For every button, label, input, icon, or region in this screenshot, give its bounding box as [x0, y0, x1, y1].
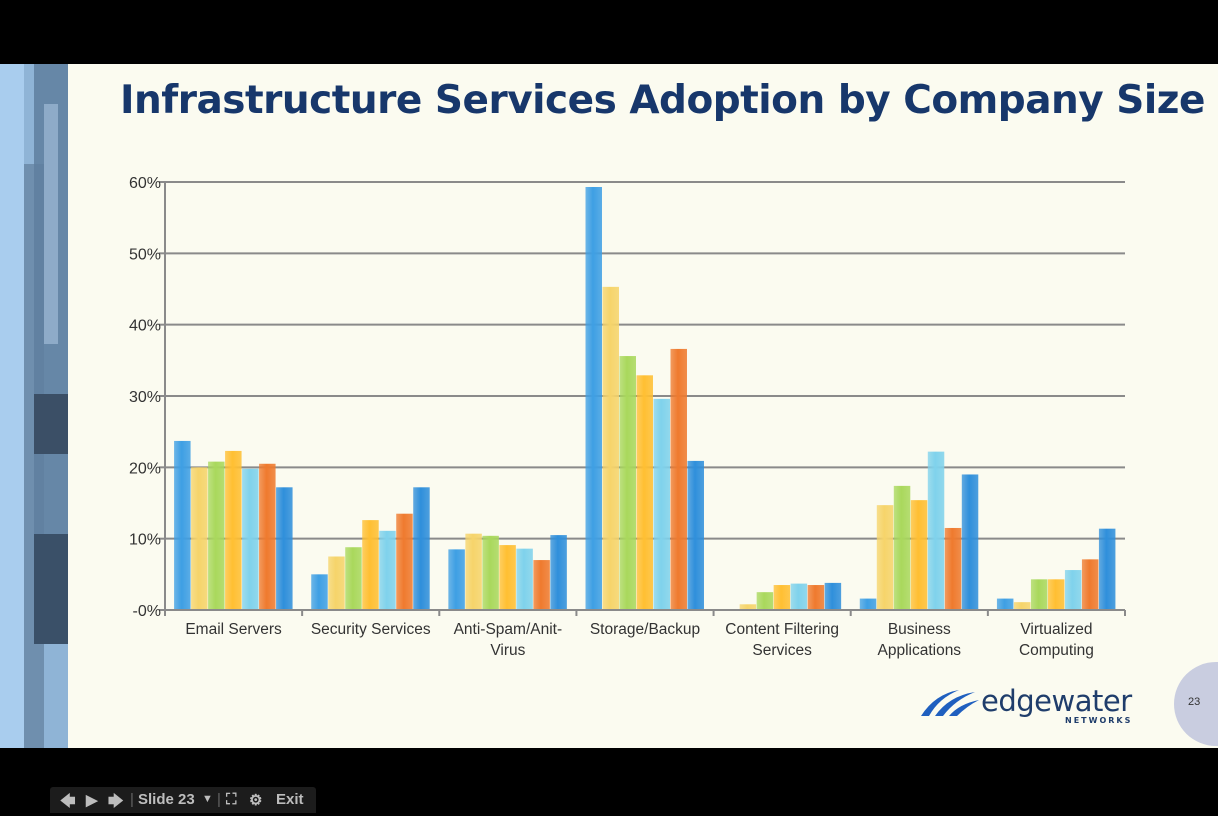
- slide-number-menu[interactable]: Slide 23: [138, 791, 195, 808]
- arrow-right-icon[interactable]: 🡆: [108, 793, 124, 810]
- x-category-label: Computing: [1019, 642, 1094, 659]
- bar-size-7: [961, 474, 979, 610]
- edgewater-logo: edgewater NETWORKS: [915, 682, 1155, 728]
- bar-size-1: [311, 574, 328, 610]
- play-icon[interactable]: ▶: [86, 792, 98, 809]
- bar-size-2: [465, 533, 482, 610]
- bar-size-1: [859, 598, 877, 610]
- bar-size-7: [276, 487, 293, 610]
- bar-size-3: [893, 485, 911, 610]
- bar-size-4: [910, 500, 928, 610]
- x-category-label: Content Filtering: [725, 621, 839, 638]
- slide-number-badge: 23: [1174, 662, 1218, 746]
- bar-size-3: [208, 461, 225, 610]
- decorative-photo-strip: [0, 64, 68, 748]
- bar-size-3: [345, 547, 362, 610]
- bar-size-1: [585, 186, 602, 610]
- bar-size-7: [550, 535, 567, 610]
- bar-size-6: [807, 585, 825, 610]
- y-tick-label: -0%: [133, 603, 161, 620]
- bar-size-5: [653, 398, 670, 610]
- bar-size-3: [756, 592, 774, 610]
- gear-icon[interactable]: ⚙: [249, 792, 263, 809]
- caret-down-icon[interactable]: ▼: [202, 793, 213, 805]
- bar-size-1: [174, 440, 191, 610]
- edgewater-swoosh-icon: [921, 690, 979, 716]
- bar-chart: 60% 50% 40% 30% 20% 10% -0% Email Servers Securi…: [129, 175, 1126, 659]
- bar-size-5: [516, 548, 533, 610]
- bar-size-4: [225, 450, 242, 610]
- bar-size-1: [448, 549, 465, 610]
- slide-number: 23: [1188, 696, 1201, 708]
- bar-size-7: [1098, 528, 1116, 610]
- x-category-label: Virus: [490, 642, 525, 659]
- bar-size-2: [1013, 602, 1031, 610]
- bar-size-2: [191, 467, 208, 610]
- bar-size-3: [619, 356, 636, 610]
- bar-size-7: [413, 487, 430, 610]
- y-tick-label: 40%: [129, 318, 161, 335]
- bar-size-2: [602, 286, 619, 610]
- bar-size-3: [482, 535, 499, 610]
- bar-size-6: [1081, 559, 1099, 610]
- bar-size-1: [996, 598, 1014, 610]
- x-category-label: Storage/Backup: [590, 621, 700, 638]
- x-category-label: Services: [752, 642, 812, 659]
- x-category-label: Applications: [877, 642, 961, 659]
- x-category-label: Anti-Spam/Anit-: [454, 621, 563, 638]
- arrow-left-icon[interactable]: 🡄: [60, 793, 76, 810]
- logo-subtitle: NETWORKS: [1065, 716, 1133, 725]
- fullscreen-icon[interactable]: ⛶: [226, 791, 237, 808]
- y-tick-label: 50%: [129, 246, 161, 263]
- bar-size-7: [824, 582, 842, 610]
- x-category-label: Security Services: [311, 621, 431, 638]
- exit-button[interactable]: Exit: [276, 791, 304, 808]
- bar-size-2: [739, 604, 757, 610]
- bar-size-5: [379, 530, 396, 610]
- x-category-label: Virtualized: [1020, 621, 1092, 638]
- toolbar-separator: |: [130, 791, 134, 808]
- toolbar-separator: |: [217, 791, 221, 808]
- bar-size-4: [362, 520, 379, 610]
- logo-wordmark: edgewater: [981, 684, 1132, 718]
- bar-size-5: [1064, 570, 1082, 610]
- bar-size-6: [944, 527, 962, 610]
- bar-size-7: [687, 460, 704, 610]
- x-category-label: Email Servers: [185, 621, 282, 638]
- bar-size-4: [636, 375, 653, 610]
- bar-size-4: [499, 545, 516, 610]
- y-tick-label: 10%: [129, 532, 161, 549]
- x-category-label: Business: [888, 621, 951, 638]
- bar-size-6: [396, 513, 413, 610]
- y-tick-label: 60%: [129, 175, 161, 192]
- bar-size-5: [927, 451, 945, 610]
- slide: Infrastructure Services Adoption by Comp…: [0, 64, 1218, 748]
- bar-size-5: [790, 583, 808, 610]
- bar-size-3: [1030, 579, 1048, 610]
- slide-label: Slide 23: [138, 791, 195, 808]
- bar-size-2: [876, 505, 894, 610]
- bar-size-6: [259, 463, 276, 610]
- bar-size-2: [328, 556, 345, 610]
- y-tick-label: 30%: [129, 389, 161, 406]
- slide-title: Infrastructure Services Adoption by Comp…: [120, 78, 1205, 123]
- bar-size-4: [1047, 579, 1065, 610]
- bar-size-6: [533, 560, 550, 610]
- bar-size-5: [242, 468, 259, 610]
- y-tick-label: 20%: [129, 460, 161, 477]
- bar-size-6: [670, 348, 687, 610]
- slideshow-toolbar: 🡄 ▶ 🡆 | Slide 23 ▼ | ⛶ ⚙ Exit: [50, 787, 316, 813]
- bar-size-4: [773, 585, 791, 610]
